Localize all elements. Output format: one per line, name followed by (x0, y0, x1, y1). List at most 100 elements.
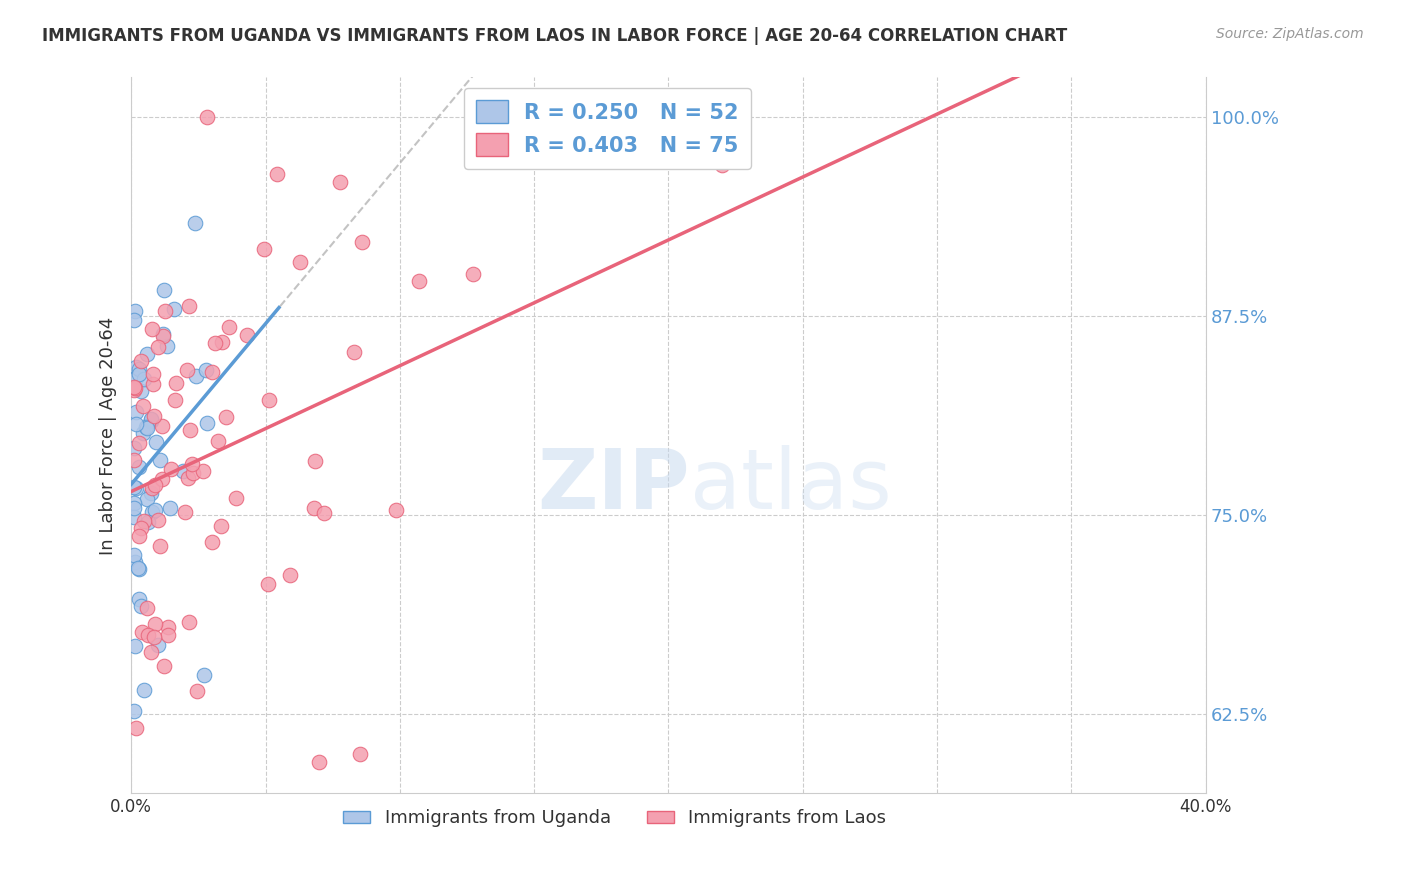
Point (176, 363, 198, 377)
Point (124, 359, 146, 374)
Point (195, 363, 218, 377)
Point (142, 409, 165, 424)
Point (302, 500, 325, 515)
Point (148, 341, 170, 355)
Point (165, 376, 187, 390)
Y-axis label: In Labor Force | Age 20-64: In Labor Force | Age 20-64 (100, 317, 117, 555)
Point (195, 110, 218, 124)
Point (186, 684, 208, 698)
Point (184, 216, 207, 230)
Point (141, 411, 163, 425)
Point (141, 504, 163, 518)
Point (131, 625, 153, 640)
Point (129, 354, 152, 368)
Point (153, 303, 176, 318)
Point (141, 482, 163, 496)
Point (225, 491, 247, 506)
Point (201, 534, 224, 549)
Point (143, 502, 166, 516)
Text: Source: ZipAtlas.com: Source: ZipAtlas.com (1216, 27, 1364, 41)
Point (195, 416, 218, 430)
Point (122, 380, 145, 394)
Point (153, 659, 176, 673)
Point (148, 453, 170, 467)
Point (236, 327, 259, 342)
Point (181, 458, 204, 472)
Point (350, 235, 373, 249)
Point (135, 347, 157, 361)
Point (193, 464, 215, 478)
Point (129, 599, 152, 613)
Point (177, 615, 200, 630)
Point (136, 628, 159, 642)
Point (127, 561, 149, 575)
Point (152, 472, 174, 486)
Point (218, 319, 240, 334)
Point (124, 453, 146, 467)
Point (329, 175, 352, 189)
Point (152, 327, 174, 342)
Point (152, 328, 174, 343)
Point (128, 459, 150, 474)
Point (257, 577, 280, 591)
Point (142, 376, 165, 391)
Point (128, 592, 150, 607)
Point (146, 513, 169, 527)
Point (257, 393, 280, 408)
Point (193, 668, 215, 682)
Point (139, 485, 162, 500)
Point (125, 482, 148, 496)
Point (204, 336, 226, 351)
Point (128, 529, 150, 543)
Point (124, 639, 146, 653)
Point (290, 255, 312, 269)
Point (349, 747, 371, 761)
Point (163, 392, 186, 407)
Point (122, 500, 145, 515)
Point (132, 683, 155, 698)
Point (131, 384, 153, 398)
Point (207, 434, 229, 449)
Point (122, 312, 145, 326)
Point (408, 275, 430, 289)
Point (124, 555, 146, 569)
Point (159, 500, 181, 515)
Point (139, 414, 162, 428)
Point (153, 283, 176, 297)
Point (304, 454, 326, 468)
Point (135, 419, 157, 434)
Point (177, 300, 200, 314)
Point (711, 158, 734, 172)
Point (150, 419, 173, 434)
Point (122, 548, 145, 562)
Point (124, 721, 146, 735)
Point (132, 426, 155, 441)
Point (122, 509, 145, 524)
Point (124, 304, 146, 318)
Point (209, 519, 232, 533)
Point (142, 368, 165, 382)
Point (122, 704, 145, 718)
Point (136, 515, 159, 529)
Point (211, 334, 233, 349)
Point (128, 361, 150, 376)
Point (308, 755, 330, 769)
Point (136, 491, 159, 506)
Point (143, 478, 166, 492)
Point (135, 600, 157, 615)
Point (149, 540, 172, 554)
Point (128, 436, 150, 450)
Point (136, 421, 159, 435)
Point (124, 496, 146, 510)
Point (463, 267, 485, 281)
Point (124, 417, 146, 431)
Point (253, 242, 276, 256)
Point (176, 471, 198, 485)
Point (146, 638, 169, 652)
Point (157, 628, 180, 642)
Point (128, 368, 150, 382)
Point (132, 514, 155, 528)
Point (132, 400, 155, 414)
Point (179, 423, 201, 437)
Point (141, 322, 163, 336)
